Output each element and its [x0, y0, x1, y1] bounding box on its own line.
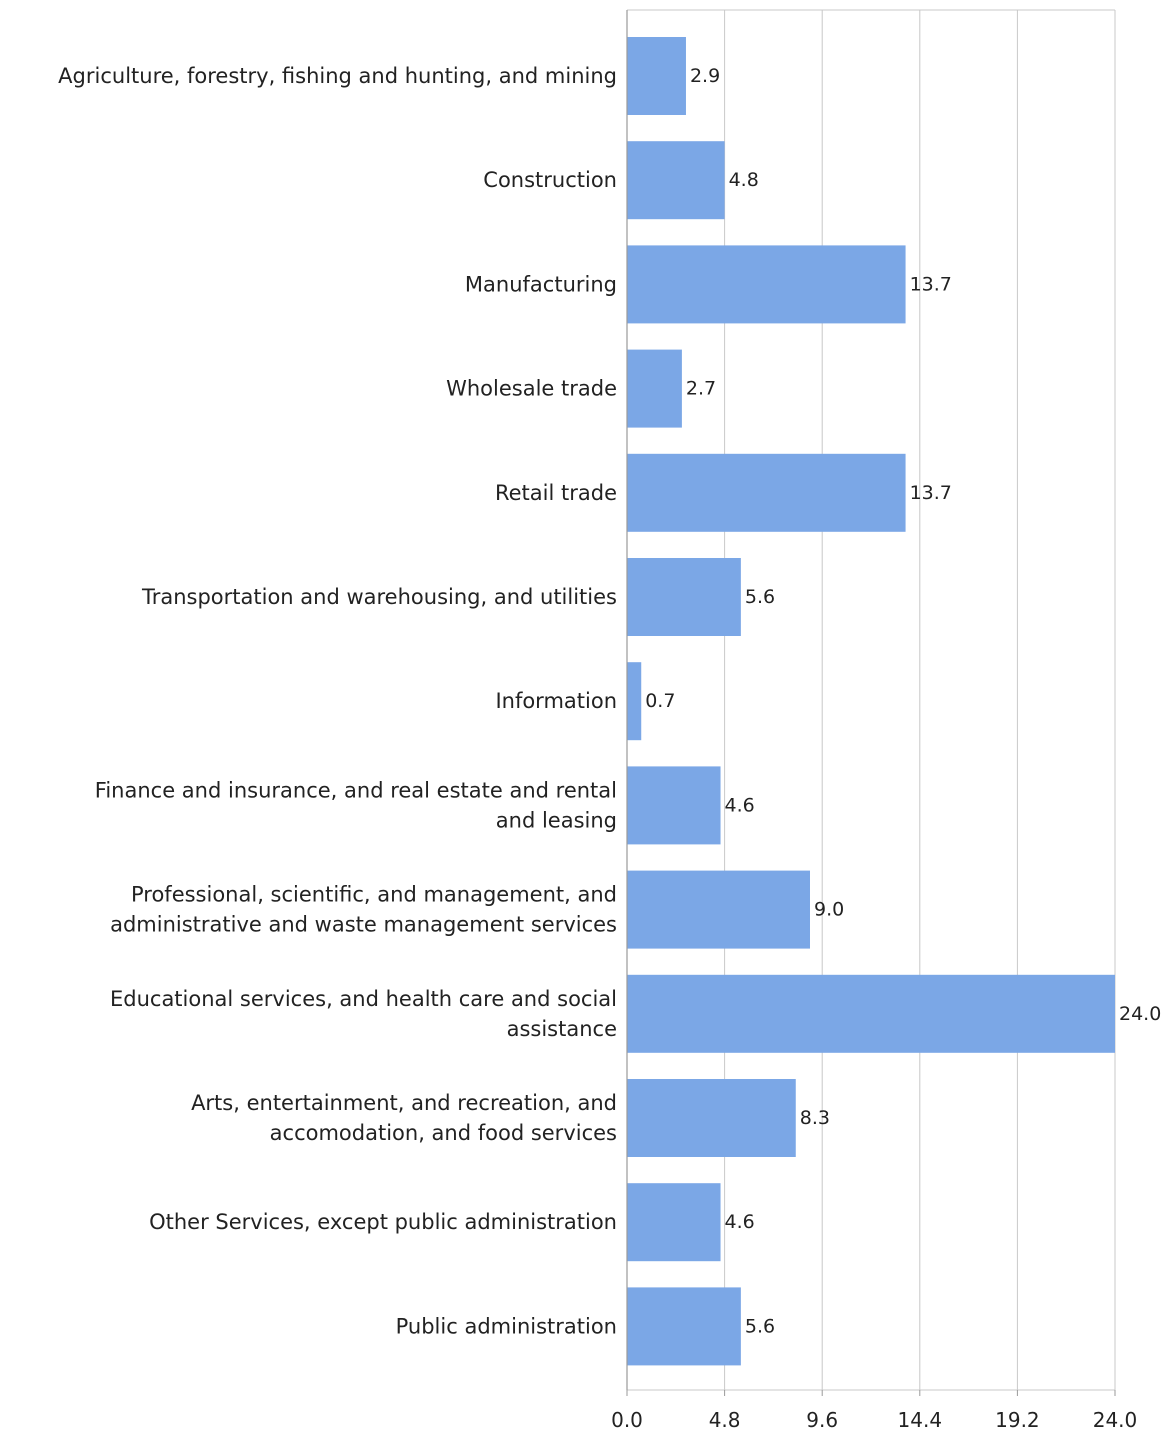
- x-tick-label: 24.0: [1093, 1408, 1138, 1432]
- bar: [627, 141, 725, 220]
- bar: [627, 349, 682, 428]
- category-label: Manufacturing: [465, 272, 617, 296]
- value-label: 9.0: [814, 899, 844, 921]
- value-label: 13.7: [910, 273, 952, 295]
- category-label: Professional, scientific, and management…: [131, 883, 617, 907]
- value-label: 13.7: [910, 482, 952, 504]
- bar: [627, 453, 906, 532]
- x-tick-label: 4.8: [709, 1408, 741, 1432]
- category-label: Wholesale trade: [446, 377, 617, 401]
- value-label: 0.7: [645, 690, 675, 712]
- category-label: assistance: [507, 1017, 617, 1041]
- category-label: Agriculture, forestry, fishing and hunti…: [58, 64, 617, 88]
- value-label: 2.7: [686, 378, 716, 400]
- x-tick-label: 0.0: [611, 1408, 643, 1432]
- value-label: 5.6: [745, 1315, 775, 1337]
- x-tick-label: 19.2: [995, 1408, 1040, 1432]
- x-tick-label: 9.6: [806, 1408, 838, 1432]
- category-label: Educational services, and health care an…: [110, 987, 617, 1011]
- bar: [627, 1287, 741, 1366]
- bar: [627, 766, 721, 845]
- category-label: Arts, entertainment, and recreation, and: [191, 1091, 617, 1115]
- category-label: Public administration: [396, 1314, 617, 1338]
- category-label: and leasing: [496, 808, 617, 832]
- bar: [627, 974, 1115, 1053]
- category-label: accomodation, and food services: [270, 1121, 617, 1145]
- bar: [627, 558, 741, 636]
- bar: [627, 37, 686, 115]
- bar: [627, 870, 810, 949]
- value-label: 24.0: [1119, 1003, 1161, 1025]
- value-label: 4.6: [725, 794, 755, 816]
- value-label: 4.6: [725, 1211, 755, 1233]
- bar: [627, 245, 906, 324]
- value-label: 2.9: [690, 65, 720, 87]
- category-label: Retail trade: [495, 481, 617, 505]
- value-label: 4.8: [729, 169, 759, 191]
- bar: [627, 1079, 796, 1157]
- value-label: 8.3: [800, 1107, 830, 1129]
- category-label: Transportation and warehousing, and util…: [141, 585, 617, 609]
- bar: [627, 662, 642, 741]
- bar: [627, 1183, 721, 1262]
- category-label: Information: [495, 689, 617, 713]
- category-label: Finance and insurance, and real estate a…: [95, 778, 617, 802]
- category-label: Other Services, except public administra…: [149, 1210, 617, 1234]
- category-label: administrative and waste management serv…: [110, 913, 617, 937]
- value-label: 5.6: [745, 586, 775, 608]
- category-label: Construction: [483, 168, 617, 192]
- x-tick-label: 14.4: [898, 1408, 943, 1432]
